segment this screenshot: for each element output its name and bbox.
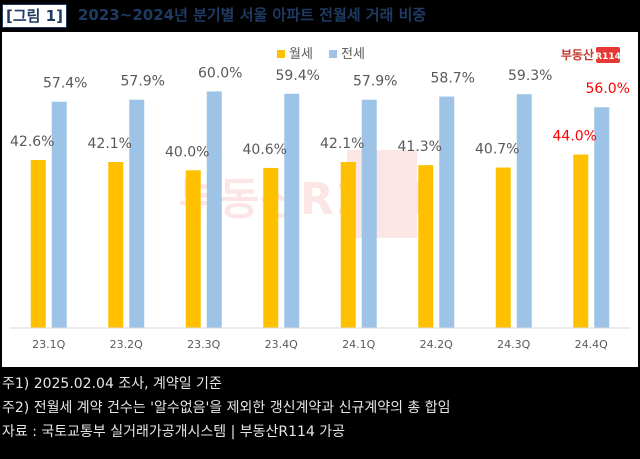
bar-monthly-23-2q: [108, 162, 124, 328]
x-tick-24-3q: 24.3Q: [497, 338, 530, 351]
bar-jeonse-24-3q: [516, 94, 532, 328]
legend: 월세 전세: [277, 47, 365, 62]
bar-jeonse-23-3q: [206, 91, 222, 328]
x-tick-23-1q: 23.1Q: [32, 338, 65, 351]
data-label-monthly-24-2q: 41.3%: [398, 139, 442, 155]
title-bar: [그림 1] 2023~2024년 분기별 서울 아파트 전월세 거래 비중: [0, 0, 640, 32]
data-label-jeonse-24-4q: 56.0%: [586, 81, 630, 97]
data-label-monthly-23-4q: 40.6%: [243, 142, 287, 158]
brand-logo: 부동산 R114: [561, 47, 621, 63]
data-label-monthly-23-3q: 40.0%: [165, 144, 209, 160]
x-tick-23-4q: 23.4Q: [265, 338, 298, 351]
data-label-jeonse-23-4q: 59.4%: [276, 68, 320, 84]
bar-jeonse-23-2q: [129, 99, 145, 328]
bar-monthly-24-1q: [340, 162, 356, 328]
bar-chart: 부동산R114 월세 전세 부동산 R114 42.6% 57.4% 42.1% 57.…: [10, 47, 630, 351]
bar-jeonse-23-1q: [51, 101, 67, 329]
note-source: 자료 : 국토교통부 실거래가공개시스템 | 부동산R114 가공: [2, 424, 346, 440]
data-label-jeonse-23-1q: 57.4%: [43, 76, 87, 92]
note-survey-date: 주1) 2025.02.04 조사, 계약일 기준: [2, 376, 222, 392]
data-label-monthly-23-2q: 42.1%: [88, 136, 132, 152]
legend-label-jeonse: 전세: [341, 47, 365, 62]
bar-jeonse-23-4q: [284, 93, 300, 328]
bar-monthly-23-3q: [185, 170, 201, 328]
bar-jeonse-24-2q: [439, 96, 455, 328]
data-label-monthly-24-3q: 40.7%: [475, 142, 519, 158]
bar-jeonse-24-1q: [361, 99, 377, 328]
data-label-monthly-24-1q: 42.1%: [320, 136, 364, 152]
x-tick-23-2q: 23.2Q: [110, 338, 143, 351]
x-tick-labels: 23.1Q 23.2Q 23.3Q 23.4Q 24.1Q 24.2Q 24.3Q 24.4Q: [32, 338, 608, 351]
bar-jeonse-24-4q: [594, 107, 610, 328]
bar-monthly-24-2q: [418, 165, 434, 328]
x-tick-24-1q: 24.1Q: [342, 338, 375, 351]
data-label-monthly-24-4q: 44.0%: [553, 129, 597, 145]
data-label-jeonse-24-2q: 58.7%: [431, 71, 475, 87]
data-label-jeonse-24-1q: 57.9%: [353, 74, 397, 90]
logo-text: 부동산: [561, 47, 594, 62]
chart-panel: 부동산R114 월세 전세 부동산 R114 42.6% 57.4% 42.1% 57.…: [2, 32, 638, 367]
data-label-jeonse-23-2q: 57.9%: [121, 74, 165, 90]
chart-title: 2023~2024년 분기별 서울 아파트 전월세 거래 비중: [78, 6, 427, 24]
figure-label: [그림 1]: [2, 4, 67, 28]
footnotes: 주1) 2025.02.04 조사, 계약일 기준 주2) 전월세 계약 건수는…: [2, 372, 638, 444]
data-label-jeonse-24-3q: 59.3%: [508, 68, 552, 84]
bar-monthly-23-1q: [30, 160, 46, 328]
legend-label-monthly: 월세: [289, 47, 313, 62]
bars-layer: [30, 91, 610, 329]
x-tick-24-4q: 24.4Q: [575, 338, 608, 351]
data-label-jeonse-23-3q: 60.0%: [198, 65, 242, 81]
x-tick-24-2q: 24.2Q: [420, 338, 453, 351]
watermark-r114-block: [347, 150, 417, 238]
logo-badge-text: R114: [595, 52, 621, 62]
bar-monthly-24-3q: [495, 167, 511, 328]
logo-badge-box: [596, 47, 620, 63]
bar-monthly-24-4q: [573, 154, 589, 328]
data-labels-layer: 42.6% 57.4% 42.1% 57.9% 40.0% 60.0% 40.6% 59.4%…: [10, 65, 630, 160]
bar-monthly-23-4q: [263, 167, 279, 328]
x-tick-23-3q: 23.3Q: [187, 338, 220, 351]
data-label-monthly-23-1q: 42.6%: [10, 134, 54, 150]
legend-swatch-jeonse: [329, 50, 337, 58]
legend-swatch-monthly: [277, 50, 285, 58]
note-contract-count: 주2) 전월세 계약 건수는 '알수없음'을 제외한 갱신계약과 신규계약의 총…: [2, 400, 451, 416]
